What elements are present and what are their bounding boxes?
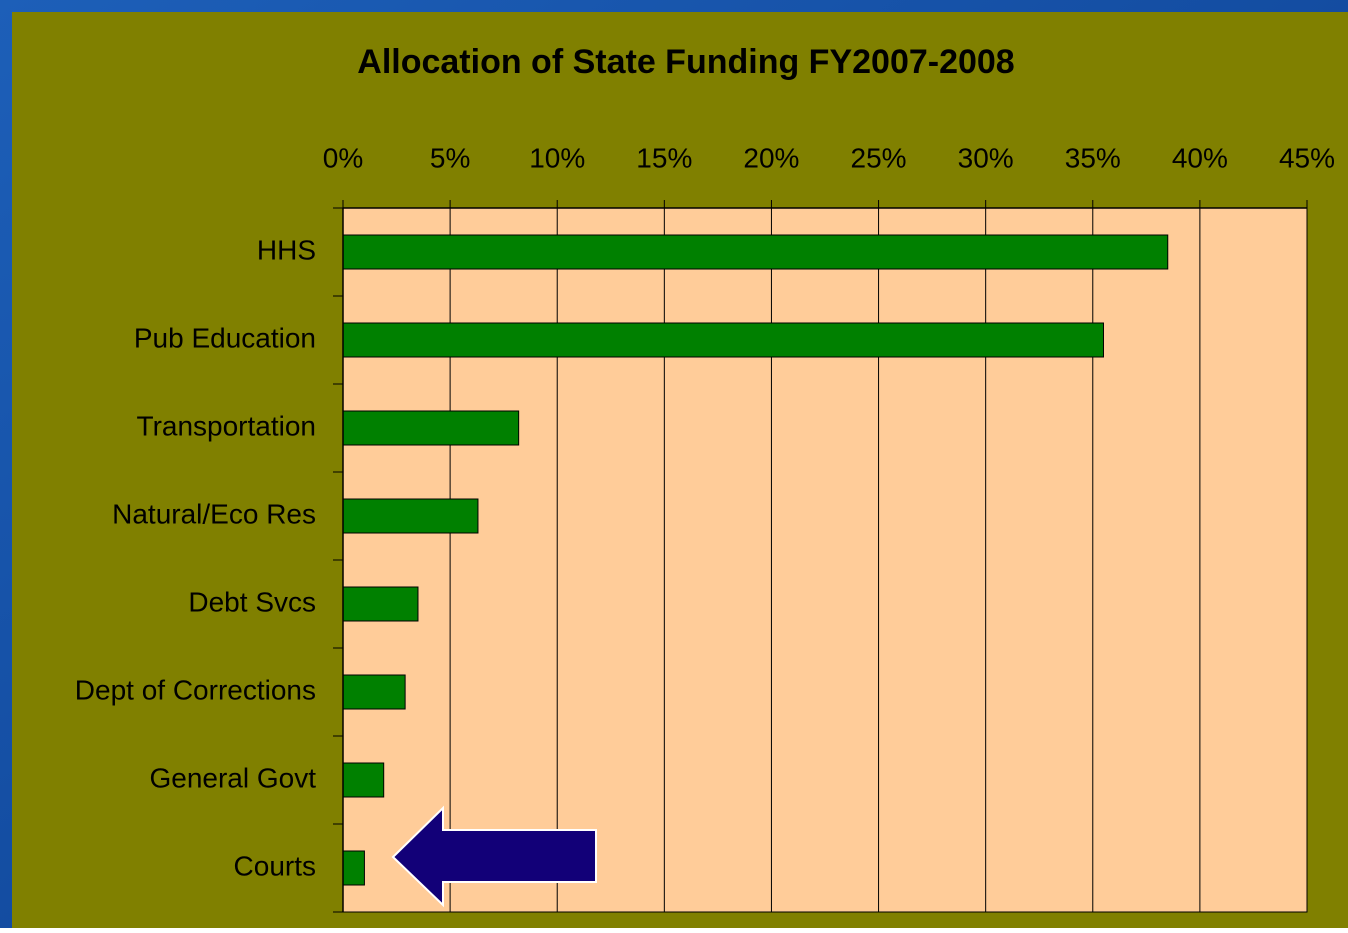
bar bbox=[342, 410, 520, 446]
bar bbox=[342, 762, 385, 798]
x-tick-label: 0% bbox=[323, 142, 363, 173]
bar bbox=[342, 586, 419, 622]
x-tick-label: 25% bbox=[851, 142, 907, 173]
x-tick-label: 15% bbox=[636, 142, 692, 173]
y-tick-label: Pub Education bbox=[134, 322, 316, 353]
y-tick-label: HHS bbox=[257, 234, 316, 265]
plot-area bbox=[342, 207, 1308, 913]
y-tick-label: Natural/Eco Res bbox=[112, 498, 316, 529]
x-tick-label: 5% bbox=[430, 142, 470, 173]
x-tick-label: 30% bbox=[958, 142, 1014, 173]
arrow bbox=[391, 805, 597, 908]
y-tick-label: Dept of Corrections bbox=[75, 674, 316, 705]
marks: 0% 5% 10% 15% 20% 25% 30% 35% 40% 45% HHS Pub Educa… bbox=[75, 142, 1335, 913]
bar bbox=[342, 322, 1104, 358]
x-tick-label: 35% bbox=[1065, 142, 1121, 173]
bar bbox=[342, 850, 365, 886]
y-tick-label: General Govt bbox=[149, 762, 316, 793]
x-tick-label: 10% bbox=[529, 142, 585, 173]
y-tick-label: Courts bbox=[234, 850, 316, 881]
bar bbox=[342, 234, 1169, 270]
x-tick-label: 45% bbox=[1279, 142, 1335, 173]
bar bbox=[342, 674, 406, 710]
y-tick-label: Transportation bbox=[137, 410, 317, 441]
bar bbox=[342, 498, 479, 534]
x-tick-label: 20% bbox=[743, 142, 799, 173]
y-tick-label: Debt Svcs bbox=[188, 586, 316, 617]
chart-title: Allocation of State Funding FY2007-2008 bbox=[357, 43, 1014, 81]
x-tick-label: 40% bbox=[1172, 142, 1228, 173]
